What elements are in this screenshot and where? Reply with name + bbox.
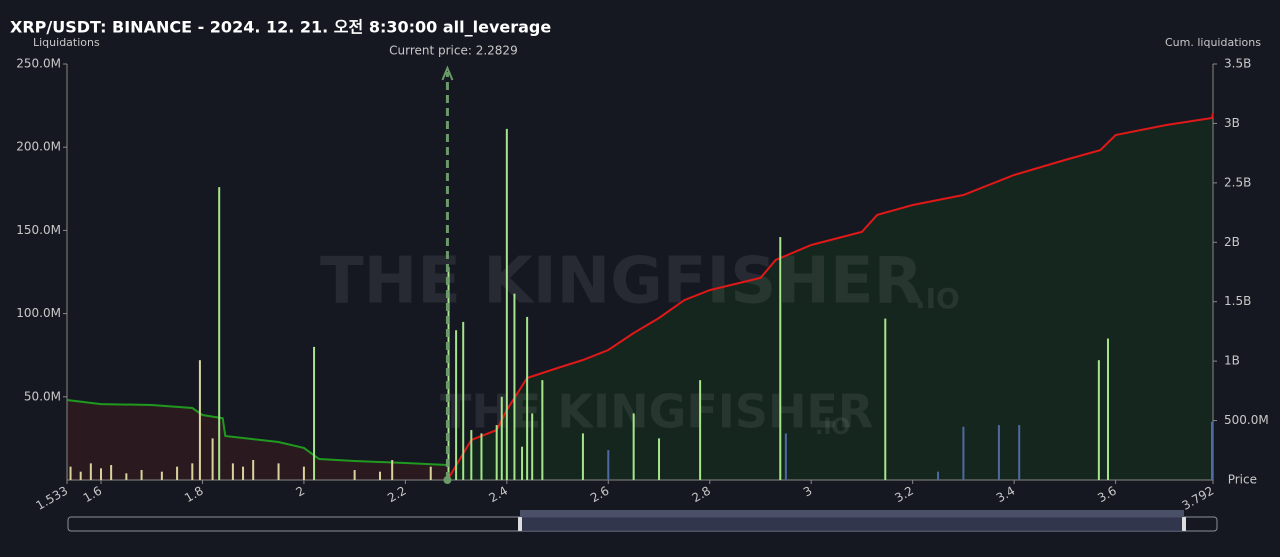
bar bbox=[526, 316, 529, 480]
bar bbox=[699, 380, 702, 480]
bar bbox=[176, 466, 179, 480]
y-tick-label: 200.0M bbox=[16, 140, 61, 154]
bar bbox=[505, 128, 508, 480]
watermark: THE KINGFISHER bbox=[320, 245, 923, 319]
bar bbox=[1106, 338, 1109, 480]
bar bbox=[962, 426, 965, 480]
bar bbox=[500, 396, 503, 480]
bar bbox=[191, 463, 194, 480]
bar bbox=[455, 330, 458, 480]
bar bbox=[302, 466, 305, 480]
cum-line bbox=[66, 399, 448, 466]
y2-axis-label: Cum. liquidations bbox=[1165, 36, 1261, 49]
y2-tick-label: 2B bbox=[1224, 235, 1240, 249]
y-tick-label: 50.0M bbox=[24, 389, 61, 403]
bar bbox=[1097, 360, 1100, 480]
current-price-dot bbox=[443, 476, 452, 484]
slider-window[interactable] bbox=[520, 517, 1184, 531]
bar bbox=[658, 438, 661, 480]
bar bbox=[99, 468, 102, 480]
chart-title: XRP/USDT: BINANCE - 2024. 12. 21. 오전 8:3… bbox=[10, 18, 551, 37]
bar bbox=[140, 470, 143, 480]
bar bbox=[470, 430, 473, 480]
bar bbox=[937, 471, 940, 480]
bar bbox=[89, 463, 92, 480]
current-price-label: Current price: 2.2829 bbox=[389, 44, 518, 58]
bar bbox=[607, 450, 610, 480]
y2-tick-label: 2.5B bbox=[1224, 175, 1251, 189]
bar bbox=[79, 471, 82, 480]
watermark: THE KINGFISHER bbox=[440, 385, 873, 439]
bar bbox=[211, 438, 214, 480]
bar bbox=[379, 471, 382, 480]
y2-tick-label: 1.5B bbox=[1224, 294, 1251, 308]
bar bbox=[429, 466, 432, 480]
bar bbox=[495, 425, 498, 480]
bar bbox=[252, 460, 255, 480]
y2-tick-label: 3B bbox=[1224, 116, 1240, 130]
y-axis-label: Liquidations bbox=[33, 36, 100, 49]
bar bbox=[480, 433, 483, 480]
bar bbox=[581, 433, 584, 480]
bar bbox=[513, 293, 516, 480]
y2-tick-label: 1B bbox=[1224, 354, 1240, 368]
bar bbox=[779, 237, 782, 480]
bar bbox=[231, 463, 234, 480]
bar bbox=[160, 471, 163, 480]
cum-line bbox=[446, 112, 1214, 481]
bar bbox=[69, 466, 72, 480]
slider-handle[interactable] bbox=[518, 517, 522, 531]
slider-bar[interactable] bbox=[520, 510, 1184, 517]
current-price-arrow bbox=[441, 65, 454, 81]
bar bbox=[531, 413, 534, 480]
y2-tick-label: 3.5B bbox=[1224, 57, 1251, 71]
y2-tick-label: 500.0M bbox=[1224, 413, 1269, 427]
bar bbox=[997, 425, 1000, 480]
area-fill bbox=[447, 113, 1213, 480]
bar bbox=[198, 360, 201, 480]
bar bbox=[125, 473, 128, 480]
bar bbox=[277, 463, 280, 480]
zoom-slider[interactable] bbox=[67, 510, 1218, 532]
slider-handle[interactable] bbox=[1182, 517, 1186, 531]
bar bbox=[353, 470, 356, 480]
bar bbox=[1210, 421, 1213, 480]
watermark-suffix: .IO bbox=[915, 282, 960, 315]
bar bbox=[521, 446, 524, 480]
x-axis-label: Price bbox=[1228, 473, 1257, 487]
y-tick-label: 150.0M bbox=[16, 223, 61, 237]
bar bbox=[391, 460, 394, 480]
bar bbox=[313, 346, 316, 480]
bar bbox=[541, 380, 544, 480]
bar bbox=[218, 187, 221, 481]
y-tick-label: 100.0M bbox=[16, 306, 61, 320]
watermark-suffix: .IO bbox=[815, 415, 850, 440]
bar bbox=[1018, 425, 1021, 480]
bar bbox=[632, 413, 635, 480]
bar bbox=[884, 318, 887, 480]
bar bbox=[784, 433, 787, 480]
bar bbox=[462, 321, 465, 480]
y-tick-label: 250.0M bbox=[16, 57, 61, 71]
bar bbox=[110, 465, 113, 480]
bar bbox=[242, 466, 245, 480]
